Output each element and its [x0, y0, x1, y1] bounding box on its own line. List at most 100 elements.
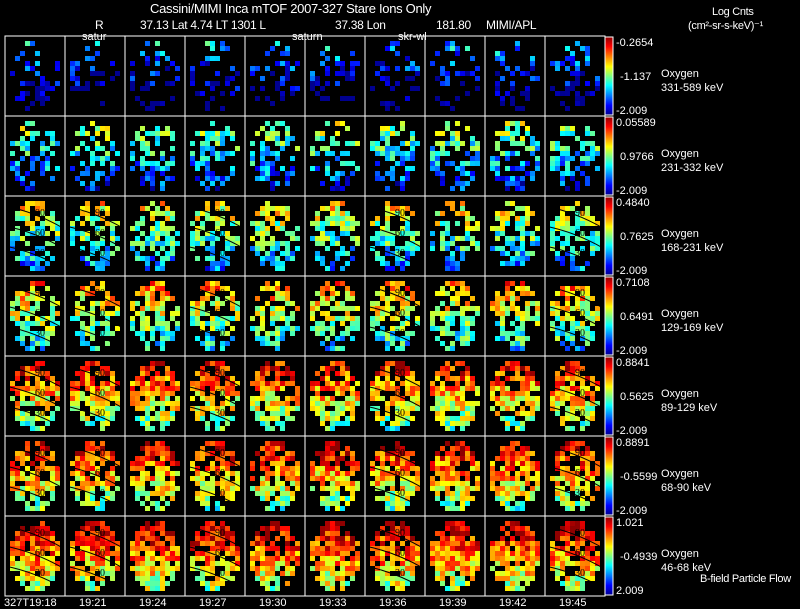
heatmap-cell: [80, 206, 85, 211]
heatmap-cell: [350, 221, 355, 226]
heatmap-cell: [375, 396, 380, 401]
heatmap-cell: [470, 546, 475, 551]
heatmap-cell: [395, 471, 400, 476]
heatmap-cell: [30, 346, 35, 351]
heatmap-cell: [465, 381, 470, 386]
heatmap-cell: [565, 371, 570, 376]
heatmap-cell: [410, 396, 415, 401]
heatmap-cell: [440, 71, 445, 76]
heatmap-cell: [580, 246, 585, 251]
heatmap-cell: [105, 221, 110, 226]
heatmap-cell: [565, 376, 570, 381]
heatmap-cell: [95, 81, 100, 86]
heatmap-cell: [45, 86, 50, 91]
heatmap-cell: [435, 551, 440, 556]
heatmap-cell: [35, 316, 40, 321]
heatmap-cell: [270, 406, 275, 411]
heatmap-cell: [590, 406, 595, 411]
heatmap-cell: [330, 286, 335, 291]
heatmap-cell: [20, 341, 25, 346]
heatmap-cell: [165, 226, 170, 231]
heatmap-cell: [385, 376, 390, 381]
heatmap-cell: [520, 91, 525, 96]
heatmap-cell: [460, 451, 465, 456]
heatmap-cell: [325, 486, 330, 491]
heatmap-cell: [505, 126, 510, 131]
heatmap-cell: [205, 56, 210, 61]
heatmap-cell: [495, 456, 500, 461]
heatmap-cell: [85, 421, 90, 426]
heatmap-cell: [270, 126, 275, 131]
heatmap-cell: [260, 126, 265, 131]
heatmap-cell: [585, 416, 590, 421]
heatmap-cell: [325, 231, 330, 236]
heatmap-cell: [265, 386, 270, 391]
heatmap-cell: [315, 406, 320, 411]
heatmap-cell: [80, 571, 85, 576]
heatmap-cell: [575, 541, 580, 546]
heatmap-cell: [325, 556, 330, 561]
heatmap-cell: [265, 201, 270, 206]
heatmap-cell: [330, 236, 335, 241]
heatmap-cell: [470, 171, 475, 176]
heatmap-cell: [35, 486, 40, 491]
heatmap-cell: [95, 506, 100, 511]
heatmap-cell: [385, 301, 390, 306]
heatmap-cell: [595, 541, 600, 546]
heatmap-cell: [160, 171, 165, 176]
heatmap-cell: [575, 451, 580, 456]
heatmap-cell: [505, 531, 510, 536]
heatmap-cell: [150, 481, 155, 486]
heatmap-cell: [100, 496, 105, 501]
heatmap-cell: [80, 531, 85, 536]
heatmap-cell: [115, 306, 120, 311]
heatmap-cell: [560, 171, 565, 176]
heatmap-cell: [440, 576, 445, 581]
heatmap-cell: [170, 161, 175, 166]
heatmap-cell: [275, 151, 280, 156]
heatmap-cell: [450, 206, 455, 211]
heatmap-cell: [145, 206, 150, 211]
heatmap-cell: [465, 491, 470, 496]
heatmap-cell: [520, 491, 525, 496]
heatmap-cell: [20, 476, 25, 481]
heatmap-cell: [155, 226, 160, 231]
heatmap-cell: [155, 311, 160, 316]
heatmap-cell: [95, 501, 100, 506]
heatmap-cell: [195, 491, 200, 496]
heatmap-cell: [80, 396, 85, 401]
heatmap-cell: [110, 241, 115, 246]
heatmap-cell: [405, 156, 410, 161]
heatmap-cell: [105, 156, 110, 161]
heatmap-cell: [205, 496, 210, 501]
heatmap-cell: [255, 386, 260, 391]
heatmap-cell: [260, 241, 265, 246]
heatmap-cell: [160, 446, 165, 451]
heatmap-cell: [215, 386, 220, 391]
heatmap-cell: [220, 371, 225, 376]
heatmap-cell: [400, 381, 405, 386]
heatmap-cell: [265, 366, 270, 371]
heatmap-cell: [265, 546, 270, 551]
heatmap-cell: [455, 536, 460, 541]
heatmap-cell: [330, 136, 335, 141]
heatmap-cell: [505, 471, 510, 476]
heatmap-cell: [140, 541, 145, 546]
heatmap-cell: [405, 561, 410, 566]
heatmap-cell: [85, 201, 90, 206]
heatmap-cell: [370, 146, 375, 151]
heatmap-cell: [35, 91, 40, 96]
heatmap-cell: [520, 241, 525, 246]
heatmap-cell: [55, 81, 60, 86]
heatmap-cell: [215, 481, 220, 486]
heatmap-cell: [530, 61, 535, 66]
heatmap-cell: [310, 236, 315, 241]
heatmap-cell: [100, 451, 105, 456]
heatmap-cell: [455, 396, 460, 401]
heatmap-cell: [175, 306, 180, 311]
heatmap-cell: [195, 131, 200, 136]
heatmap-cell: [515, 491, 520, 496]
heatmap-cell: [165, 486, 170, 491]
heatmap-cell: [385, 311, 390, 316]
heatmap-cell: [25, 141, 30, 146]
